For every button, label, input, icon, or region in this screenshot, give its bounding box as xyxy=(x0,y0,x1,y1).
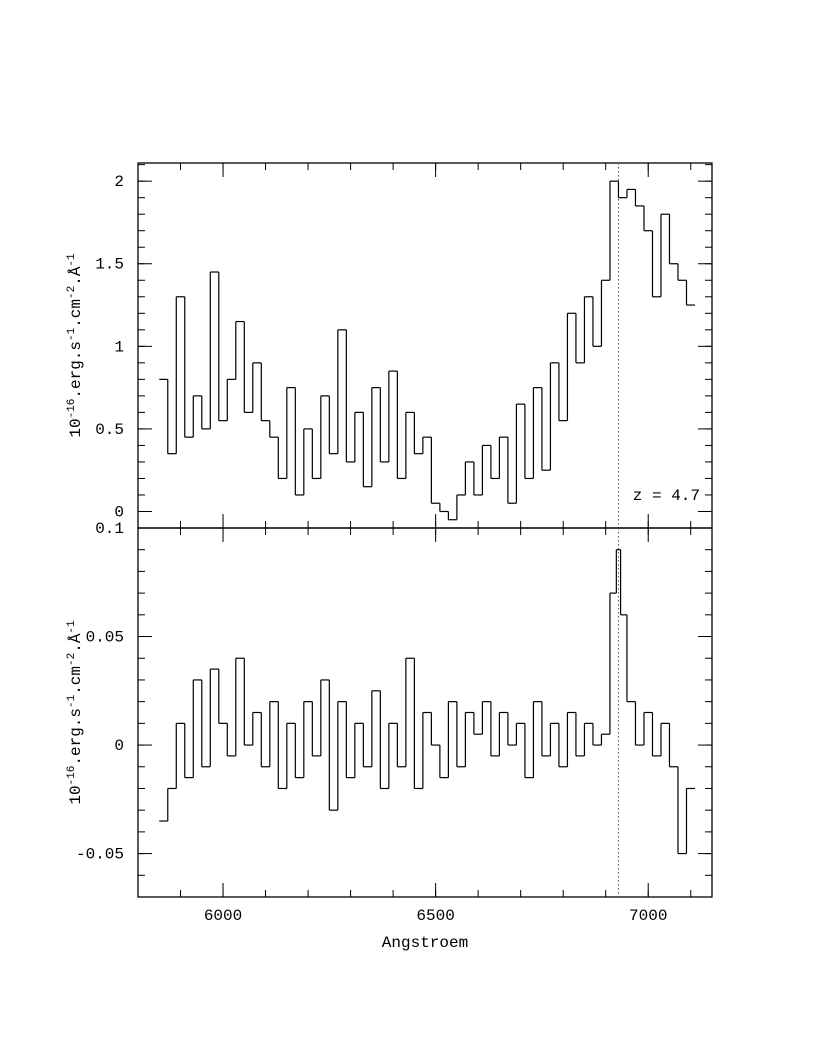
y-tick-label: 1.5 xyxy=(95,256,124,274)
y-label-superscript: -1 xyxy=(66,694,78,708)
y-label-part: .Å xyxy=(67,633,85,653)
x-tick-label: 7000 xyxy=(629,907,667,925)
y-label-part: .cm xyxy=(67,666,85,695)
y-tick-label: 0.1 xyxy=(95,520,124,538)
y-label-part: .erg.s xyxy=(67,708,85,766)
spectrum xyxy=(159,180,695,521)
y-label-part: .cm xyxy=(67,299,85,328)
y-label-part: .Å xyxy=(67,266,85,286)
y-axis-label: 10-16.erg.s-1.cm-2.Å-1 xyxy=(66,620,85,805)
y-label-part: 10 xyxy=(67,418,85,437)
plot-frame xyxy=(137,162,713,529)
annotation: z = 4.7 xyxy=(633,487,700,505)
y-tick-label: 2 xyxy=(114,173,124,191)
y-tick-label: 0.05 xyxy=(86,629,124,647)
y-label-superscript: -2 xyxy=(66,653,78,666)
y-label-superscript: -16 xyxy=(66,766,78,786)
y-tick-label: 1 xyxy=(114,338,124,356)
x-tick-label: 6500 xyxy=(416,907,454,925)
y-label-part: .erg.s xyxy=(67,341,85,399)
y-tick-label: 0 xyxy=(114,737,124,755)
y-label-superscript: -1 xyxy=(66,620,78,634)
y-axis-label: 10-16.erg.s-1.cm-2.Å-1 xyxy=(66,253,85,438)
y-tick-label: -0.05 xyxy=(76,846,124,864)
y-tick-label: 0 xyxy=(114,503,124,521)
spectrum xyxy=(159,549,695,855)
y-label-part: 10 xyxy=(67,785,85,804)
y-label-superscript: -1 xyxy=(66,327,78,341)
y-label-superscript: -2 xyxy=(66,286,78,299)
x-axis-label: Angstroem xyxy=(382,934,468,952)
y-tick-label: 0.5 xyxy=(95,421,124,439)
y-label-superscript: -1 xyxy=(66,253,78,267)
x-tick-label: 6000 xyxy=(204,907,242,925)
plot-frame xyxy=(137,527,713,898)
y-label-superscript: -16 xyxy=(66,399,78,419)
